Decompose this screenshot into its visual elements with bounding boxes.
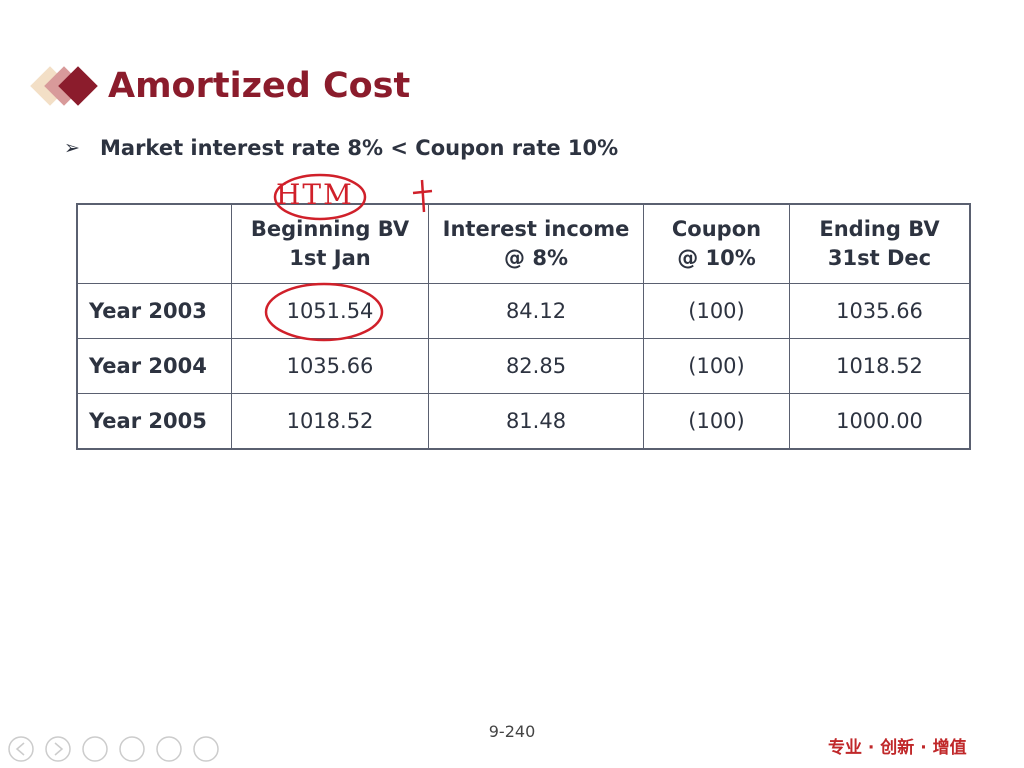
table-cell: (100) — [643, 338, 790, 394]
row-label: Year 2003 — [76, 283, 232, 339]
column-header: Beginning BV 1st Jan — [231, 203, 429, 284]
header-line: Coupon — [671, 217, 762, 241]
header-line: 1st Jan — [289, 246, 371, 270]
table-row: Year 2003 1051.54 84.12 (100) 1035.66 — [76, 283, 971, 339]
table-cell: (100) — [643, 393, 790, 450]
column-header: Coupon @ 10% — [643, 203, 790, 284]
table-cell: 1051.54 — [231, 283, 429, 339]
table-cell: 1035.66 — [231, 338, 429, 394]
header-line: 31st Dec — [827, 246, 932, 270]
brand-slogan: 专业 · 创新 · 增值 — [828, 738, 967, 758]
corner-cell — [76, 203, 232, 284]
table-row: Year 2005 1018.52 81.48 (100) 1000.00 — [76, 393, 971, 450]
viewer-controls[interactable] — [6, 734, 226, 764]
table-cell: 84.12 — [428, 283, 644, 339]
table-cell: 1018.52 — [789, 338, 971, 394]
table-cell: 81.48 — [428, 393, 644, 450]
row-label: Year 2005 — [76, 393, 232, 450]
bullet-marker: ➢ — [64, 137, 80, 159]
header-row: Beginning BV 1st Jan Interest income @ 8% Co… — [76, 203, 971, 284]
header-line: Interest income — [442, 217, 630, 241]
header-line: @ 10% — [677, 246, 756, 270]
row-label: Year 2004 — [76, 338, 232, 394]
table-cell: 82.85 — [428, 338, 644, 394]
column-header: Interest income @ 8% — [428, 203, 644, 284]
table-row: Year 2004 1035.66 82.85 (100) 1018.52 — [76, 338, 971, 394]
table-cell: 1035.66 — [789, 283, 971, 339]
table-cell: (100) — [643, 283, 790, 339]
table-cell: 1018.52 — [231, 393, 429, 450]
bullet-text: Market interest rate 8% < Coupon rate 10… — [100, 136, 619, 160]
header-line: @ 8% — [504, 246, 568, 270]
amortization-table: Beginning BV 1st Jan Interest income @ 8% Co… — [76, 203, 971, 450]
slide-title: Amortized Cost — [108, 66, 411, 106]
handwritten-note: HTM — [276, 178, 354, 211]
table-cell: 1000.00 — [789, 393, 971, 450]
page-number: 9-240 — [488, 722, 536, 741]
header-line: Beginning BV — [250, 217, 410, 241]
header-line: Ending BV — [819, 217, 940, 241]
column-header: Ending BV 31st Dec — [789, 203, 971, 284]
title-decoration — [30, 66, 98, 106]
